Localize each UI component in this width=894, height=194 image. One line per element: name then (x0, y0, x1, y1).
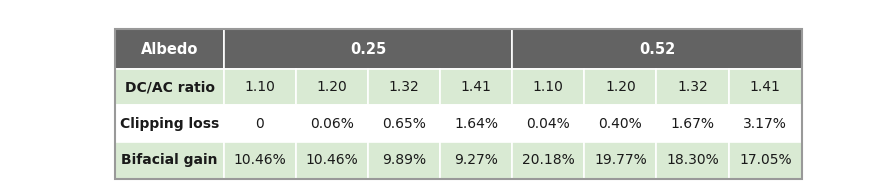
Text: DC/AC ratio: DC/AC ratio (124, 80, 215, 94)
Text: 1.67%: 1.67% (670, 117, 713, 131)
Text: 9.27%: 9.27% (454, 153, 498, 167)
Bar (728, 69, 801, 106)
Text: 17.05%: 17.05% (738, 153, 790, 167)
Text: 1.32: 1.32 (677, 80, 707, 94)
Text: 0: 0 (255, 117, 264, 131)
Bar (440, 106, 511, 142)
Bar (728, 106, 801, 142)
Text: 0.25: 0.25 (350, 42, 385, 56)
Text: 0.65%: 0.65% (382, 117, 426, 131)
Bar (367, 69, 440, 106)
Bar (655, 69, 728, 106)
Text: 0.06%: 0.06% (309, 117, 353, 131)
Text: 20.18%: 20.18% (521, 153, 574, 167)
Text: 0.04%: 0.04% (526, 117, 569, 131)
Bar (115, 142, 224, 179)
Text: 19.77%: 19.77% (594, 153, 646, 167)
Text: 1.41: 1.41 (749, 80, 780, 94)
Bar (367, 106, 440, 142)
Text: 1.32: 1.32 (388, 80, 419, 94)
Bar (584, 69, 655, 106)
Bar (440, 69, 511, 106)
Text: 0.40%: 0.40% (598, 117, 642, 131)
Bar (655, 142, 728, 179)
Bar (224, 106, 296, 142)
Text: 1.41: 1.41 (460, 80, 491, 94)
Bar (367, 142, 440, 179)
Text: 18.30%: 18.30% (665, 153, 718, 167)
Text: 1.10: 1.10 (244, 80, 275, 94)
Bar (296, 106, 367, 142)
Bar (115, 69, 224, 106)
Bar (511, 142, 584, 179)
Bar (584, 142, 655, 179)
Bar (511, 29, 801, 69)
Text: 1.20: 1.20 (316, 80, 347, 94)
Bar (296, 69, 367, 106)
Text: Clipping loss: Clipping loss (120, 117, 219, 131)
Bar (728, 142, 801, 179)
Text: 3.17%: 3.17% (743, 117, 787, 131)
Text: 1.64%: 1.64% (453, 117, 498, 131)
Bar (115, 106, 224, 142)
Bar (115, 29, 224, 69)
Text: 1.20: 1.20 (604, 80, 635, 94)
Text: 10.46%: 10.46% (233, 153, 286, 167)
Bar (224, 29, 511, 69)
Text: 0.52: 0.52 (638, 42, 674, 56)
Bar (224, 142, 296, 179)
Text: 9.89%: 9.89% (382, 153, 426, 167)
Bar (224, 69, 296, 106)
Bar (584, 106, 655, 142)
Bar (440, 142, 511, 179)
Bar (655, 106, 728, 142)
Bar (511, 106, 584, 142)
Text: 10.46%: 10.46% (305, 153, 358, 167)
Text: Albedo: Albedo (140, 42, 198, 56)
Bar (296, 142, 367, 179)
Text: 1.10: 1.10 (532, 80, 563, 94)
Text: Bifacial gain: Bifacial gain (122, 153, 217, 167)
Bar (511, 69, 584, 106)
